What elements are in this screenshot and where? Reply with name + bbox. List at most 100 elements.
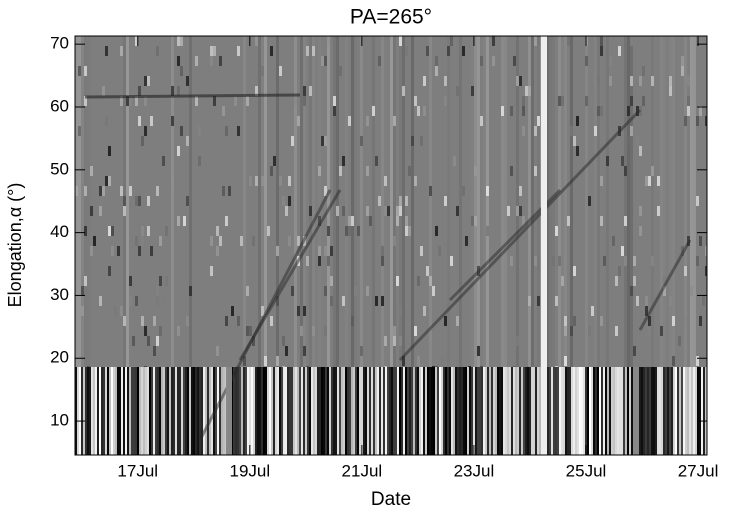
texture-cell xyxy=(198,126,201,136)
texture-lower xyxy=(559,367,561,455)
texture-cell xyxy=(285,346,288,356)
texture-lower xyxy=(423,367,425,455)
texture-lower xyxy=(381,367,383,455)
texture-stripe xyxy=(693,36,696,367)
texture-stripe xyxy=(447,36,450,367)
texture-lower xyxy=(457,367,459,455)
texture-lower xyxy=(705,367,707,455)
texture-cell xyxy=(636,136,639,146)
texture-cell xyxy=(327,256,330,266)
texture-lower xyxy=(667,367,669,455)
texture-cell xyxy=(630,96,633,106)
texture-cell xyxy=(195,96,198,106)
texture-stripe xyxy=(402,36,405,367)
texture-lower xyxy=(301,367,303,455)
texture-cell xyxy=(630,126,633,136)
texture-cell xyxy=(75,186,78,196)
texture-cell xyxy=(138,196,141,206)
texture-cell xyxy=(402,356,405,366)
texture-lower xyxy=(281,367,283,455)
texture-lower xyxy=(487,367,489,455)
texture-cell xyxy=(561,276,564,286)
texture-cell xyxy=(399,306,402,316)
texture-cell xyxy=(456,206,459,216)
texture-lower xyxy=(499,367,501,455)
texture-cell xyxy=(249,326,252,336)
texture-cell xyxy=(402,86,405,96)
texture-cell xyxy=(588,326,591,336)
texture-cell xyxy=(261,66,264,76)
texture-cell xyxy=(210,46,213,56)
texture-cell xyxy=(93,236,96,246)
texture-lower xyxy=(359,367,361,455)
texture-cell xyxy=(99,206,102,216)
texture-lower xyxy=(433,367,435,455)
texture-cell xyxy=(159,236,162,246)
texture-lower xyxy=(183,367,185,455)
texture-cell xyxy=(153,316,156,326)
texture-cell xyxy=(555,296,558,306)
texture-lower xyxy=(469,367,471,455)
texture-cell xyxy=(534,256,537,266)
texture-cell xyxy=(378,56,381,66)
texture-stripe xyxy=(630,36,633,367)
texture-lower xyxy=(155,367,157,455)
texture-stripe xyxy=(300,36,303,367)
texture-lower xyxy=(123,367,125,455)
texture-cell xyxy=(645,296,648,306)
texture-lower xyxy=(631,367,633,455)
texture-lower xyxy=(677,367,679,455)
texture-lower xyxy=(221,367,223,455)
texture-cell xyxy=(351,216,354,226)
texture-cell xyxy=(444,96,447,106)
texture-stripe xyxy=(390,36,393,367)
texture-lower xyxy=(353,367,355,455)
texture-lower xyxy=(683,367,685,455)
texture-lower xyxy=(247,367,249,455)
texture-lower xyxy=(93,367,95,455)
texture-lower xyxy=(681,367,683,455)
texture-stripe xyxy=(663,36,666,367)
texture-cell xyxy=(186,136,189,146)
texture-lower xyxy=(497,367,499,455)
texture-cell xyxy=(81,286,84,296)
texture-stripe xyxy=(597,36,600,367)
texture-lower xyxy=(555,367,557,455)
texture-cell xyxy=(444,316,447,326)
texture-stripe xyxy=(624,36,627,367)
texture-stripe xyxy=(393,36,396,367)
texture-lower xyxy=(697,367,699,455)
texture-cell xyxy=(597,106,600,116)
texture-stripe xyxy=(276,36,279,367)
texture-cell xyxy=(519,186,522,196)
texture-lower xyxy=(115,367,117,455)
texture-lower xyxy=(295,367,297,455)
texture-cell xyxy=(180,66,183,76)
texture-cell xyxy=(345,226,348,236)
texture-lower xyxy=(473,367,475,455)
texture-lower xyxy=(393,367,395,455)
texture-lower xyxy=(617,367,619,455)
texture-lower xyxy=(481,367,483,455)
texture-lower xyxy=(687,367,689,455)
texture-cell xyxy=(270,166,273,176)
texture-cell xyxy=(474,166,477,176)
texture-stripe xyxy=(429,36,432,367)
texture-cell xyxy=(144,76,147,86)
texture-cell xyxy=(651,256,654,266)
texture-stripe xyxy=(351,36,354,367)
texture-cell xyxy=(159,276,162,286)
texture-cell xyxy=(387,206,390,216)
texture-lower xyxy=(237,367,239,455)
texture-lower xyxy=(243,367,245,455)
texture-cell xyxy=(444,196,447,206)
texture-cell xyxy=(165,276,168,286)
texture-cell xyxy=(360,346,363,356)
texture-cell xyxy=(663,276,666,286)
texture-cell xyxy=(141,226,144,236)
texture-stripe xyxy=(84,36,87,367)
texture-lower xyxy=(273,367,275,455)
texture-lower xyxy=(277,367,279,455)
texture-lower xyxy=(413,367,415,455)
